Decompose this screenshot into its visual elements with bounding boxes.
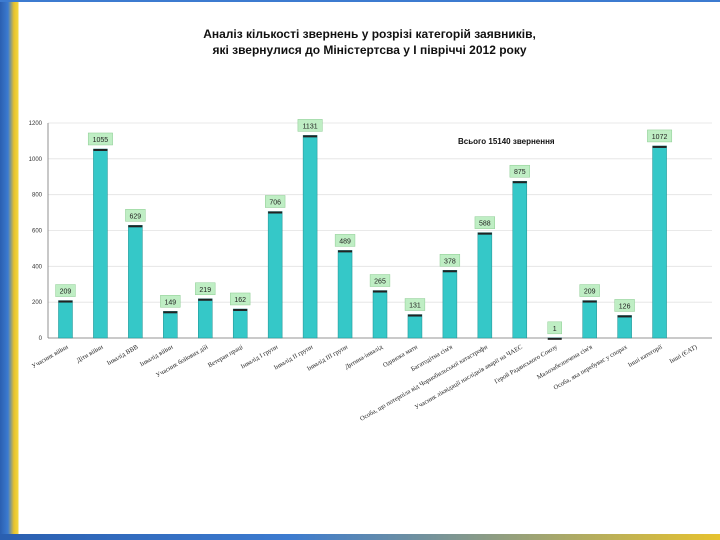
bar-top-edge [617,315,632,318]
data-label-box [55,284,76,297]
data-label: 489 [339,238,351,245]
bar-top-edge [477,232,492,235]
bar-top-edge [407,314,422,317]
data-label-box [160,295,181,308]
bar [582,300,597,339]
data-label-box [614,299,635,312]
x-tick-label: Інші категорії [627,344,664,369]
y-tick-label: 1000 [29,157,43,163]
data-label-box [87,132,113,146]
y-tick-label: 800 [32,193,43,199]
bar-top-edge [303,135,318,138]
y-tick-label: 200 [32,300,43,306]
data-label-box [439,254,461,267]
data-label: 588 [479,221,491,228]
data-label-box [547,321,562,335]
bar-top-edge [373,290,387,293]
frame-bottom-border [0,534,720,540]
bar [198,298,213,339]
data-label-box [265,195,286,208]
data-label-box [509,164,530,178]
data-label: 1072 [652,134,668,141]
data-label: 706 [269,200,281,207]
data-label-box [474,216,495,229]
bar-top-edge [233,308,248,311]
bar-top-edge [93,148,108,151]
data-label: 378 [444,258,456,265]
chart-title: Аналіз кількості звернень у розрізі кате… [19,26,720,58]
bar-top-edge [582,300,597,303]
bar-top-edge [442,270,457,273]
x-tick-label: Інші (ЄАТ) [668,344,698,365]
x-tick-label: Герой Радянського Союзу [493,343,559,385]
title-line-1: Аналіз кількості звернень у розрізі кате… [203,27,536,41]
data-label-box [369,274,391,287]
data-label-box [297,119,323,132]
data-label: 875 [514,169,526,176]
data-label: 149 [164,299,176,306]
bar [617,315,632,339]
bar [128,225,143,339]
x-tick-label: Інвалід ВВВ [106,343,140,367]
bar-top-edge [198,298,213,301]
data-label-box [647,129,673,143]
data-label: 209 [584,289,596,296]
total-annotation: Всього 15140 звернення [458,137,555,146]
data-label-box [125,209,146,222]
bar [337,250,353,339]
x-tick-label: Дитина-інвалід [344,343,385,371]
bar [372,290,388,339]
bar [652,145,667,339]
bar [163,311,178,339]
data-label: 131 [409,303,421,310]
data-label: 126 [619,303,631,310]
data-label: 629 [130,213,142,220]
x-tick-label: Учасник війни [31,343,70,370]
bar-top-edge [512,181,527,184]
title-line-2: які звернулися до Міністертсва у І піврі… [212,43,527,57]
data-label-box [230,292,251,306]
data-label-box [334,234,356,247]
frame-top-border [0,0,720,2]
bar-top-edge [128,225,143,228]
bar [512,180,528,339]
bar [232,308,248,339]
bar [267,211,283,339]
data-label: 265 [374,279,386,286]
bar-top-edge [268,211,283,214]
bar [407,314,423,339]
data-label: 209 [60,289,72,296]
data-label-box [404,298,426,311]
bar [477,232,493,339]
data-label-box [195,282,216,296]
y-tick-label: 600 [32,229,43,235]
bar-top-edge [338,250,353,253]
x-tick-label: Ветеран праці [207,344,245,370]
bar [93,148,108,339]
bar [302,135,318,339]
data-label: 1 [553,326,557,333]
data-label-box [579,284,600,297]
y-tick-label: 400 [32,264,43,270]
bar-top-edge [163,311,178,314]
bar-top-edge [547,337,562,340]
bar-top-edge [58,300,73,303]
data-label: 219 [199,287,211,294]
y-tick-label: 1200 [29,121,43,127]
bar [58,300,73,339]
x-tick-label: Діти війни [75,343,104,364]
y-tick-label: 0 [39,336,43,342]
bar [442,270,458,339]
bar-top-edge [652,145,667,148]
data-label: 1055 [93,137,109,144]
data-label: 1131 [303,123,318,130]
x-tick-label: Особа, що потерпіла від Чорнобильської к… [359,343,489,422]
data-label: 162 [234,297,246,304]
